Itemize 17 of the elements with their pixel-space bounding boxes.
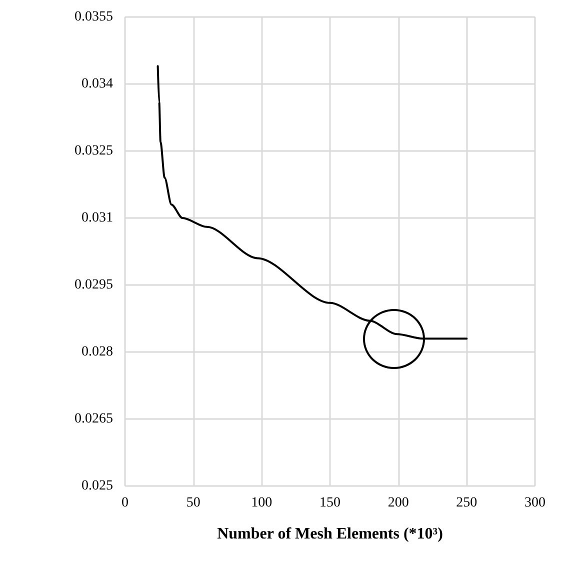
x-tick-label: 150: [320, 496, 340, 510]
y-tick-label: 0.031: [82, 210, 113, 226]
x-tick-label: 200: [388, 496, 409, 510]
y-tick-label: 0.028: [82, 344, 113, 360]
y-tick-label: 0.0295: [74, 278, 113, 292]
y-tick-label: 0.0355: [74, 10, 113, 24]
y-tick-label: 0.0265: [74, 412, 113, 426]
y-tick-label: 0.034: [82, 76, 113, 92]
x-tick-label: 300: [524, 496, 546, 510]
line-series: [156, 65, 468, 340]
x-tick-label: 100: [251, 496, 272, 510]
x-axis-title: Number of Mesh Elements (*10³): [217, 526, 443, 542]
x-tick-label: 50: [186, 496, 200, 510]
x-tick-label: 250: [456, 496, 478, 510]
y-tick-label: 0.025: [82, 478, 113, 494]
x-tick-label: 0: [122, 496, 128, 510]
y-tick-label: 0.0325: [74, 144, 113, 158]
